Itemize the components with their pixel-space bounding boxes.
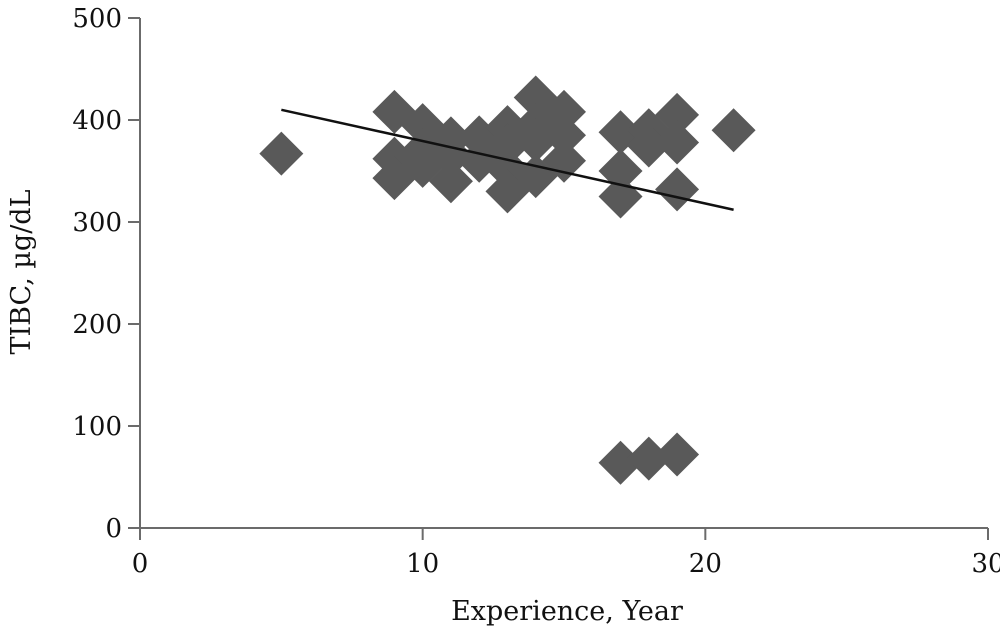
y-tick-label: 500 [72, 4, 122, 34]
data-point [711, 108, 756, 153]
x-tick-label: 20 [689, 549, 722, 579]
data-point [598, 174, 643, 219]
data-point [655, 92, 700, 137]
data-point [598, 440, 643, 485]
y-tick-label: 100 [72, 412, 122, 442]
x-axis-ticks: 0 10 20 30 [132, 528, 1000, 579]
data-point [542, 138, 586, 183]
y-tick-label: 200 [72, 310, 122, 340]
axes: 0 100 200 300 400 500 0 10 20 30 [72, 4, 1000, 579]
y-tick-label: 400 [72, 106, 122, 136]
x-tick-label: 30 [971, 549, 1000, 579]
y-axis-label: TIBC, µg/dL [6, 189, 37, 354]
data-point [542, 113, 586, 158]
data-point [542, 89, 586, 134]
x-tick-label: 0 [132, 549, 149, 579]
data-point [626, 123, 671, 168]
data-point [400, 103, 445, 148]
points-layer [259, 75, 756, 485]
x-tick-label: 10 [406, 549, 439, 579]
data-point [655, 120, 700, 165]
data-point [655, 167, 700, 212]
data-point [626, 436, 671, 481]
y-tick-label: 0 [105, 514, 122, 544]
data-point [513, 118, 558, 163]
x-axis-label: Experience, Year [451, 596, 683, 627]
data-point [655, 432, 700, 477]
trendline-layer [281, 108, 734, 211]
y-axis-ticks: 0 100 200 300 400 500 [72, 4, 140, 544]
data-point [259, 131, 304, 176]
data-point [428, 159, 473, 204]
y-tick-label: 300 [72, 208, 122, 238]
trendline [281, 108, 734, 211]
